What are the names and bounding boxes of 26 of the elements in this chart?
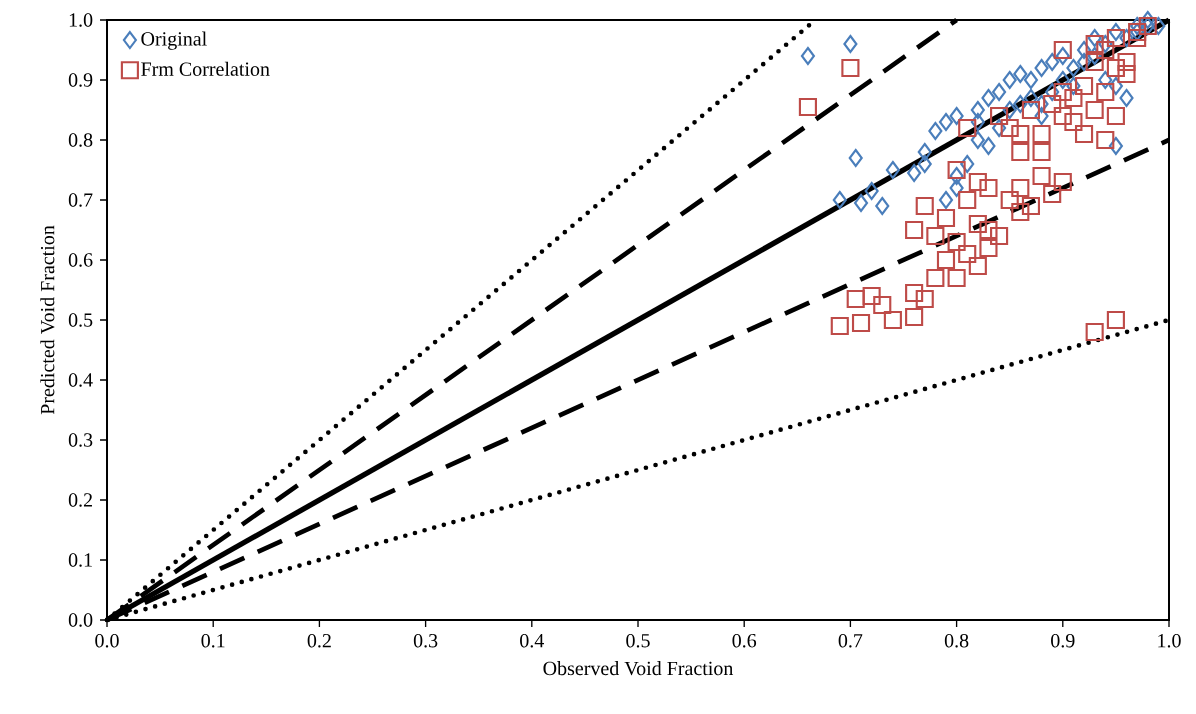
x-tick-label: 0.0 xyxy=(95,633,119,648)
x-tick-label: 0.5 xyxy=(626,633,650,648)
x-tick-label: 0.4 xyxy=(520,633,544,648)
y-tick-label: 1.0 xyxy=(69,13,93,27)
y-tick-label: 0.4 xyxy=(68,373,93,387)
y-tick-label: 0.7 xyxy=(68,193,93,207)
y-tick-label: 0.6 xyxy=(68,253,93,267)
x-axis-title: Observed Void Fraction xyxy=(543,661,734,676)
y-tick-label: 0.1 xyxy=(68,553,92,567)
x-tick-label: 0.7 xyxy=(838,633,863,648)
y-axis-title: Predicted Void Fraction xyxy=(40,225,55,415)
y-tick-label: 0.3 xyxy=(68,433,93,447)
legend-label: Frm Correlation xyxy=(141,61,270,76)
y-tick-label: 0.5 xyxy=(68,313,93,327)
y-tick-label: 0.8 xyxy=(68,133,93,147)
x-tick-label: 0.9 xyxy=(1051,633,1075,648)
x-tick-label: 0.8 xyxy=(944,633,969,648)
y-tick-label: 0.0 xyxy=(68,613,93,627)
legend-label: Original xyxy=(141,31,207,50)
x-tick-label: 0.2 xyxy=(307,633,331,648)
x-tick-label: 1.0 xyxy=(1158,633,1181,648)
y-tick-label: 0.9 xyxy=(68,73,93,87)
x-tick-label: 0.1 xyxy=(201,633,225,648)
y-tick-label: 0.2 xyxy=(68,493,92,507)
x-tick-label: 0.3 xyxy=(413,633,438,648)
x-tick-label: 0.6 xyxy=(732,633,757,648)
